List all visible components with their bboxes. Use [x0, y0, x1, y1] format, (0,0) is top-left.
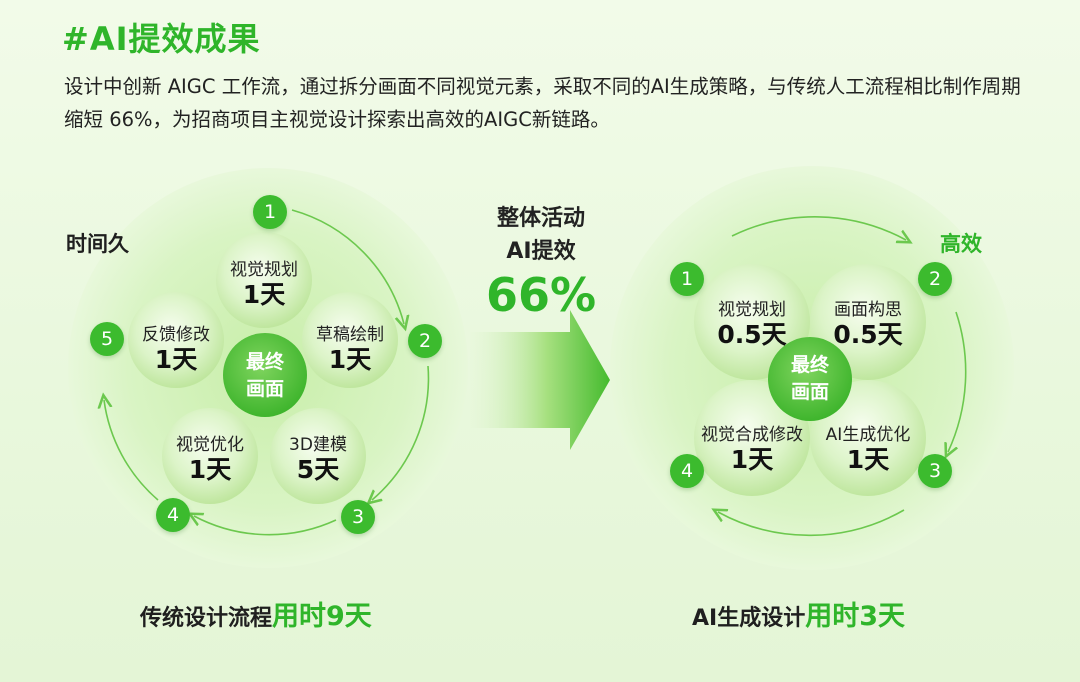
step-name: 视觉合成修改	[701, 425, 803, 445]
right-side-label: 高效	[940, 232, 982, 256]
middle-summary: 整体活动 AI提效	[496, 206, 585, 264]
page-title: #AI提效成果	[62, 20, 261, 58]
step-name: 视觉优化	[176, 435, 244, 455]
left-step-badge-5: 5	[90, 322, 124, 356]
right-step-4: 视觉合成修改 1天	[688, 420, 816, 475]
step-name: 视觉规划	[230, 260, 298, 280]
left-step-4: 视觉优化 1天	[160, 430, 260, 485]
left-step-5: 反馈修改 1天	[126, 320, 226, 375]
right-step-badge-2: 2	[918, 262, 952, 296]
left-step-badge-2: 2	[408, 324, 442, 358]
step-name: 草稿绘制	[316, 325, 384, 345]
left-step-badge-4: 4	[156, 498, 190, 532]
right-caption: AI生成设计用时3天	[692, 601, 906, 632]
left-step-badge-3: 3	[341, 500, 375, 534]
step-duration: 5天	[296, 455, 340, 484]
step-duration: 1天	[328, 345, 372, 374]
step-name: 画面构思	[834, 300, 902, 320]
left-petal-3	[270, 408, 366, 504]
right-step-3: AI生成优化 1天	[808, 420, 928, 475]
intro-paragraph: 设计中创新 AIGC 工作流，通过拆分画面不同视觉元素，采取不同的AI生成策略，…	[64, 75, 1021, 131]
left-core-circle	[223, 333, 307, 417]
left-step-2: 草稿绘制 1天	[300, 320, 400, 375]
step-duration: 1天	[846, 445, 890, 474]
center-arrow	[470, 310, 610, 450]
left-center-label: 最终 画面	[245, 351, 284, 400]
right-core-circle	[768, 337, 852, 421]
right-center-label: 最终 画面	[790, 354, 829, 403]
right-step-badge-1: 1	[670, 262, 704, 296]
step-duration: 1天	[188, 455, 232, 484]
left-petal-1	[216, 232, 312, 328]
right-step-badge-4: 4	[670, 454, 704, 488]
step-name: 反馈修改	[142, 325, 210, 345]
left-step-badge-1: 1	[253, 195, 287, 229]
left-petal-2	[302, 292, 398, 388]
efficiency-percent: 66%	[485, 268, 597, 322]
step-name: AI生成优化	[825, 425, 911, 445]
step-duration: 0.5天	[833, 320, 903, 349]
step-duration: 0.5天	[717, 320, 787, 349]
step-name: 视觉规划	[718, 300, 786, 320]
step-duration: 1天	[242, 280, 286, 309]
left-petal-4	[162, 408, 258, 504]
left-caption: 传统设计流程用时9天	[140, 601, 372, 632]
left-side-label: 时间久	[66, 232, 129, 256]
step-duration: 1天	[730, 445, 774, 474]
left-step-1: 视觉规划 1天	[214, 255, 314, 310]
right-step-badge-3: 3	[918, 454, 952, 488]
step-duration: 1天	[154, 345, 198, 374]
right-step-2: 画面构思 0.5天	[814, 295, 922, 350]
left-petal-5	[128, 292, 224, 388]
right-step-1: 视觉规划 0.5天	[698, 295, 806, 350]
left-step-3: 3D建模 5天	[268, 430, 368, 485]
step-name: 3D建模	[289, 435, 347, 455]
